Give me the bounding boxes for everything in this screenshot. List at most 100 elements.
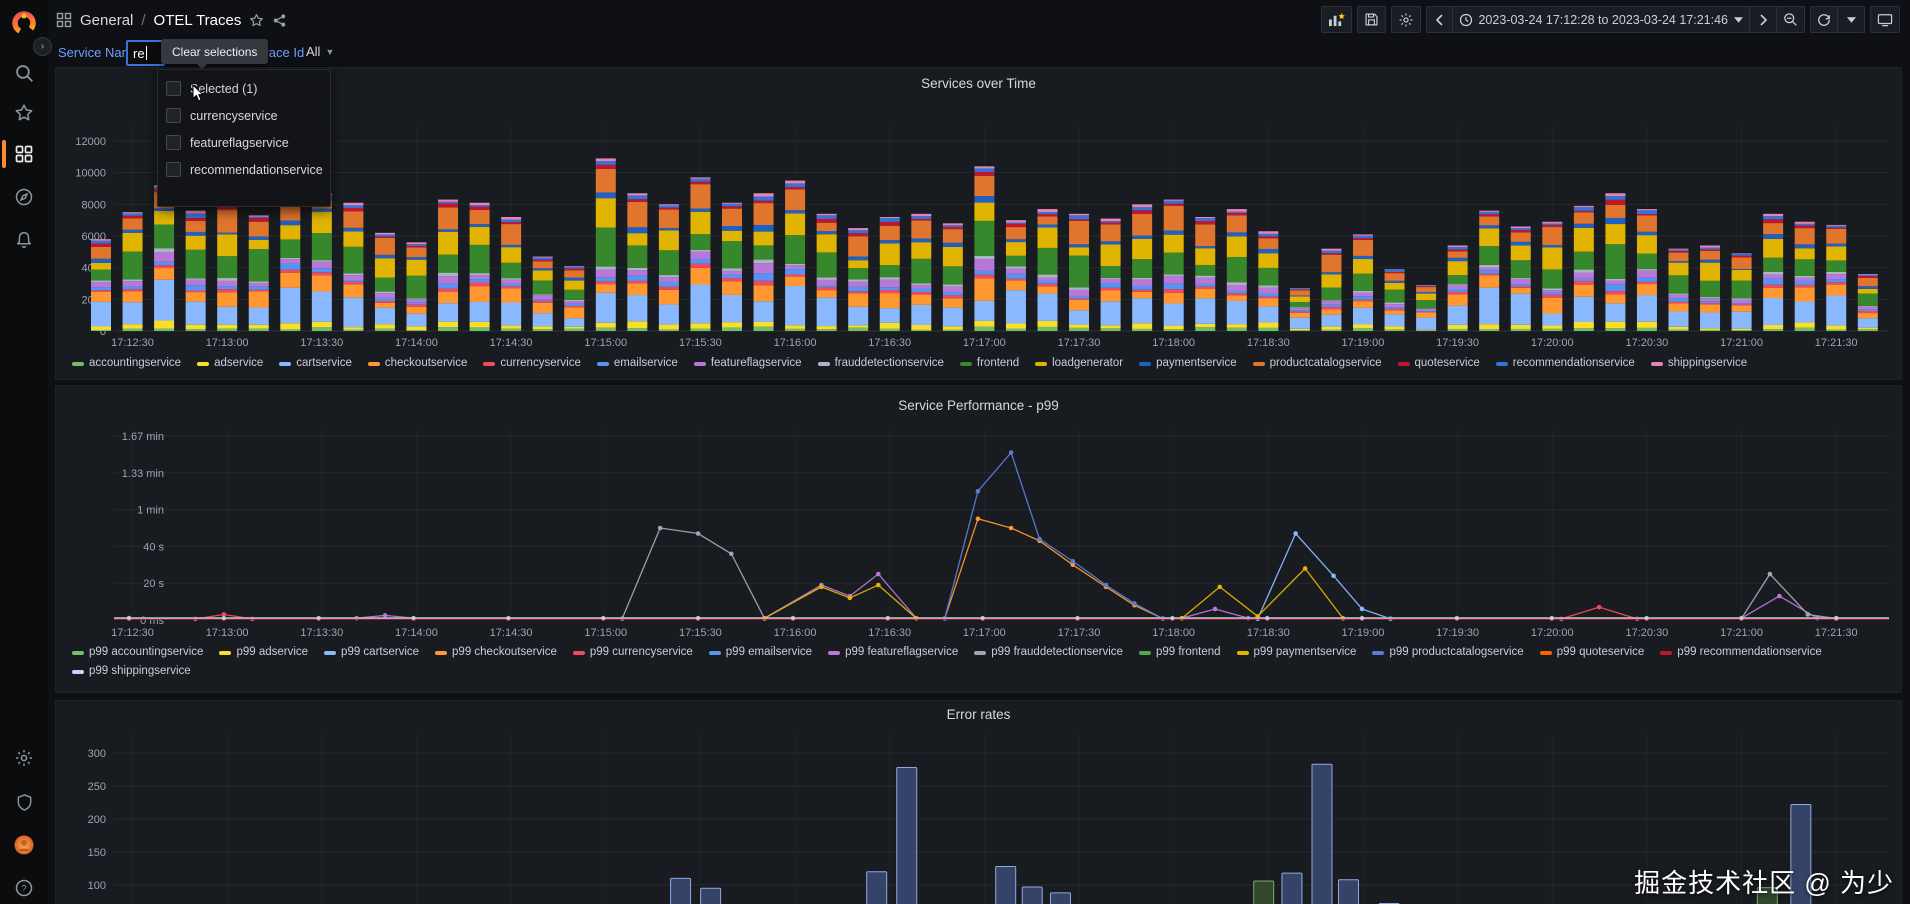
help-icon[interactable]: ? [0,871,48,904]
legend-item-productcatalogservice[interactable]: productcatalogservice [1252,357,1382,370]
legend-item-frauddetectionservice[interactable]: frauddetectionservice [817,357,944,370]
checkbox-icon[interactable] [166,162,181,177]
svg-text:200: 200 [88,814,106,826]
checkbox-icon[interactable] [166,135,181,150]
starred-icon[interactable] [0,96,48,130]
time-range-back-button[interactable] [1426,6,1454,33]
alerting-bell-icon[interactable] [0,223,48,257]
legend-item-recommendationservice[interactable]: recommendationservice [1495,357,1635,370]
panel-title[interactable]: Error rates [946,707,1011,722]
panel-service-performance: Service Performance - p99 17:12:30 17:13:… [55,385,1902,693]
legend-item-accountingservice[interactable]: accountingservice [72,357,181,370]
legend-item-p99-quoteservice[interactable]: p99 quoteservice [1539,646,1644,659]
refresh-interval-dropdown[interactable] [1838,6,1865,33]
breadcrumb-folder[interactable]: General [80,11,134,29]
panel-title[interactable]: Services over Time [921,76,1036,91]
user-avatar[interactable] [0,828,48,862]
svg-text:17:13:30: 17:13:30 [300,337,343,349]
dashboards-icon[interactable] [0,137,48,171]
svg-text:1 min: 1 min [137,505,164,517]
svg-text:17:16:30: 17:16:30 [868,627,911,639]
legend-item-p99-accountingservice[interactable]: p99 accountingservice [72,646,203,659]
legend-item-adservice[interactable]: adservice [197,357,263,370]
dropdown-option-featureflagservice[interactable]: featureflagservice [158,129,330,156]
save-dashboard-button[interactable] [1357,6,1387,33]
legend-item-featureflagservice[interactable]: featureflagservice [693,357,802,370]
favorite-star-icon[interactable] [249,13,264,28]
panel-error-rates: Error rates 100 150 200 250 300 [55,700,1902,904]
service-name-filter-input[interactable]: re [126,40,165,66]
legend-item-quoteservice[interactable]: quoteservice [1397,357,1480,370]
panel-title[interactable]: Service Performance - p99 [898,398,1059,413]
svg-text:17:21:30: 17:21:30 [1815,337,1858,349]
trace-id-filter-label[interactable]: Trace Id [257,45,305,60]
legend-item-p99-checkoutservice[interactable]: p99 checkoutservice [435,646,557,659]
sidebar-expand-button[interactable]: › [33,37,52,56]
dropdown-option-currencyservice[interactable]: currencyservice [158,102,330,129]
svg-text:20 s: 20 s [143,578,164,590]
svg-text:8000: 8000 [82,199,106,211]
time-range-value: 2023-03-24 17:12:28 to 2023-03-24 17:21:… [1478,12,1728,27]
svg-text:17:16:00: 17:16:00 [774,627,817,639]
legend-item-p99-featureflagservice[interactable]: p99 featureflagservice [828,646,958,659]
legend-item-loadgenerator[interactable]: loadgenerator [1035,357,1123,370]
tv-kiosk-mode-button[interactable] [1870,6,1900,33]
checkbox-icon[interactable] [166,81,181,96]
service-performance-chart[interactable]: 17:12:30 17:13:00 17:13:30 17:14:00 17:14:30… [56,386,1901,692]
svg-text:17:12:30: 17:12:30 [111,627,154,639]
legend-item-p99-shippingservice[interactable]: p99 shippingservice [72,665,191,678]
legend-item-p99-frontend[interactable]: p99 frontend [1138,646,1221,659]
grafana-logo-icon[interactable] [0,6,48,40]
legend-item-frontend[interactable]: frontend [959,357,1019,370]
dashboard-settings-button[interactable] [1391,6,1422,33]
svg-text:17:17:00: 17:17:00 [963,627,1006,639]
legend-item-checkoutservice[interactable]: checkoutservice [367,357,467,370]
svg-text:17:18:00: 17:18:00 [1152,337,1195,349]
server-admin-shield-icon[interactable] [0,785,48,819]
svg-text:250: 250 [88,781,106,793]
service-name-filter-label[interactable]: Service Name [58,45,140,60]
svg-text:100: 100 [88,880,106,892]
dropdown-option-recommendationservice[interactable]: recommendationservice [158,156,330,183]
svg-text:17:14:30: 17:14:30 [490,337,533,349]
error-rates-chart[interactable]: 100 150 200 250 300 [56,701,1901,904]
svg-text:17:20:30: 17:20:30 [1625,627,1668,639]
panel-services-over-time: Services over Time 17:12:30 17:13:00 17:13… [55,67,1902,380]
time-range-forward-button[interactable] [1750,6,1777,33]
legend-item-p99-adservice[interactable]: p99 adservice [219,646,308,659]
svg-text:?: ? [21,883,26,894]
svg-text:17:18:30: 17:18:30 [1247,337,1290,349]
svg-text:17:13:30: 17:13:30 [300,627,343,639]
svg-text:17:15:30: 17:15:30 [679,337,722,349]
legend-item-paymentservice[interactable]: paymentservice [1139,357,1237,370]
legend-item-p99-emailservice[interactable]: p99 emailservice [708,646,812,659]
refresh-button[interactable] [1810,6,1838,33]
services-over-time-chart[interactable]: 17:12:30 17:13:00 17:13:30 17:14:00 17:14:30… [56,68,1901,379]
legend-item-p99-cartservice[interactable]: p99 cartservice [324,646,419,659]
explore-compass-icon[interactable] [0,180,48,214]
legend-item-p99-productcatalogservice[interactable]: p99 productcatalogservice [1372,646,1524,659]
chevron-down-icon [1734,16,1743,23]
legend-item-currencyservice[interactable]: currencyservice [483,357,581,370]
breadcrumb-dashboard-title[interactable]: OTEL Traces [153,11,242,29]
legend-item-p99-recommendationservice[interactable]: p99 recommendationservice [1660,646,1822,659]
checkbox-icon[interactable] [166,108,181,123]
panel-insights-button[interactable] [1321,6,1353,33]
zoom-out-time-button[interactable] [1777,6,1805,33]
search-icon[interactable] [0,56,48,90]
clear-selections-tooltip[interactable]: Clear selections [161,39,269,69]
legend-item-cartservice[interactable]: cartservice [279,357,352,370]
svg-text:17:21:30: 17:21:30 [1815,627,1858,639]
configuration-gear-icon[interactable] [0,741,48,775]
legend-item-p99-paymentservice[interactable]: p99 paymentservice [1236,646,1356,659]
legend-item-emailservice[interactable]: emailservice [596,357,678,370]
service-name-dropdown: Selected (1) currencyservice featureflagse… [157,69,331,207]
time-range-picker[interactable]: 2023-03-24 17:12:28 to 2023-03-24 17:21:… [1453,6,1750,33]
dropdown-option-selected-1-[interactable]: Selected (1) [158,75,330,102]
share-icon[interactable] [272,13,287,28]
trace-id-filter-value[interactable]: All ▼ [306,44,335,59]
legend-item-p99-frauddetectionservice[interactable]: p99 frauddetectionservice [974,646,1123,659]
legend-item-p99-currencyservice[interactable]: p99 currencyservice [572,646,693,659]
legend-item-shippingservice[interactable]: shippingservice [1650,357,1747,370]
